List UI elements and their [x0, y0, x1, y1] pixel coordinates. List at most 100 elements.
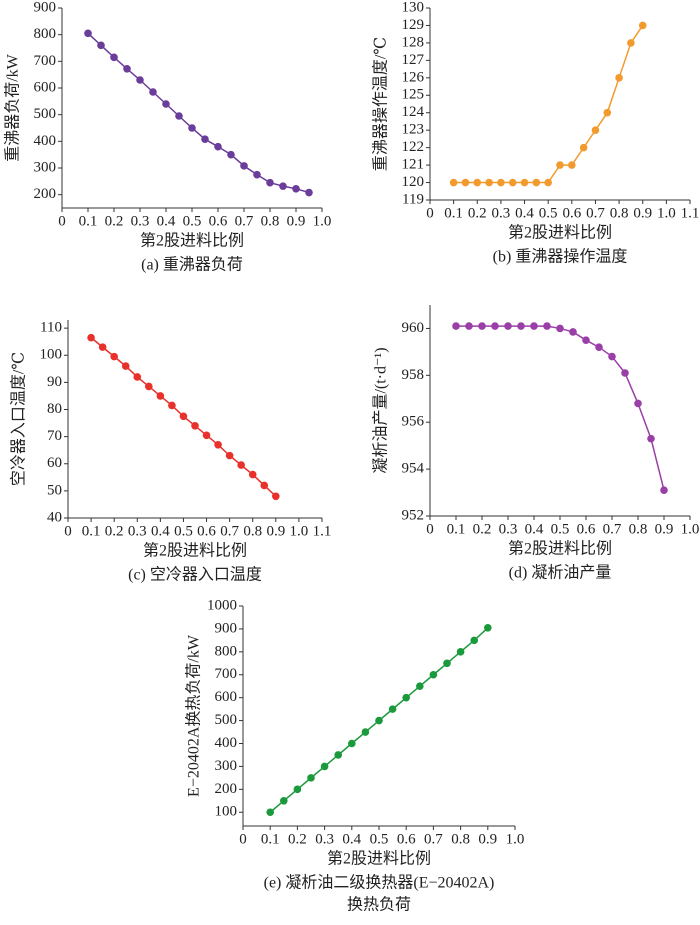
x-tick-label: 0.6: [197, 523, 216, 539]
x-tick-label: 0: [64, 523, 72, 539]
data-point: [452, 322, 460, 330]
x-tick-label: 0.7: [603, 521, 622, 537]
y-axis-label: E−20402A换热负荷/kW: [185, 634, 203, 797]
data-point: [591, 126, 600, 134]
y-tick-label: 110: [40, 320, 62, 336]
y-tick-label: 127: [402, 52, 425, 68]
data-point: [603, 108, 612, 117]
y-axis-label: 空冷器入口温度/℃: [10, 352, 28, 486]
data-point: [121, 362, 130, 370]
data-point: [123, 65, 131, 73]
x-tick-label: 0.1: [447, 521, 466, 537]
x-tick-label: 0: [58, 213, 66, 229]
y-tick-label: 124: [402, 104, 425, 120]
x-tick-label: 0.8: [261, 213, 280, 229]
x-tick-label: 0.9: [633, 205, 652, 221]
y-tick-label: 200: [215, 781, 238, 797]
caption: 换热负荷: [347, 896, 411, 914]
x-tick-label: 0.4: [157, 213, 176, 229]
data-point: [595, 343, 603, 352]
x-tick-label: 1.0: [313, 213, 332, 229]
x-tick-label: 0: [426, 205, 434, 221]
data-point: [98, 343, 107, 351]
x-axis-label: 第2股进料比例: [327, 850, 431, 868]
y-tick-label: 125: [402, 87, 425, 103]
data-point: [248, 470, 257, 479]
y-tick-label: 100: [40, 347, 63, 363]
data-point: [179, 412, 188, 421]
x-tick-label: 0.1: [82, 523, 101, 539]
x-tick-label: 0.2: [473, 521, 492, 537]
y-tick-label: 300: [215, 758, 238, 774]
x-tick-label: 0.1: [444, 205, 463, 221]
data-point: [508, 178, 517, 187]
x-tick-label: 0.2: [105, 213, 124, 229]
data-point: [375, 716, 383, 725]
x-tick-label: 0.4: [342, 831, 361, 847]
data-point: [136, 76, 144, 84]
data-point: [320, 762, 329, 771]
data-point: [543, 322, 551, 330]
data-point: [272, 492, 280, 501]
x-axis-label: 第2股进料比例: [508, 224, 612, 242]
data-point: [188, 124, 196, 132]
y-tick-label: 200: [34, 186, 57, 202]
y-tick-label: 121: [402, 157, 425, 173]
y-axis-label: 凝析油产量/(t·d⁻¹): [372, 347, 390, 473]
data-point: [470, 636, 479, 645]
data-point: [449, 178, 458, 187]
data-point: [443, 659, 451, 668]
data-point: [627, 39, 635, 47]
x-tick-label: 0.3: [128, 523, 147, 539]
x-tick-label: 0.7: [220, 523, 239, 539]
y-tick-label: 800: [215, 643, 238, 659]
x-tick-label: 0.8: [451, 831, 470, 847]
y-tick-label: 119: [402, 191, 424, 207]
x-tick-label: 0.6: [397, 831, 416, 847]
y-tick-label: 122: [402, 139, 425, 155]
data-point: [201, 135, 209, 143]
y-tick-label: 120: [402, 174, 425, 190]
x-tick-label: 0.2: [105, 523, 124, 539]
y-tick-label: 954: [402, 461, 425, 477]
x-tick-label: 1.1: [681, 205, 700, 221]
y-tick-label: 400: [215, 735, 238, 751]
x-tick-label: 0.9: [266, 523, 285, 539]
series-line: [456, 325, 665, 491]
x-tick-label: 0.6: [562, 205, 581, 221]
y-tick-label: 400: [34, 133, 57, 149]
series-line: [453, 25, 644, 184]
data-point: [473, 178, 482, 187]
data-point: [504, 322, 512, 330]
y-tick-label: 700: [34, 53, 57, 69]
x-axis-label: 第2股进料比例: [140, 232, 244, 250]
data-point: [556, 161, 564, 169]
y-tick-label: 80: [47, 401, 62, 417]
data-point: [87, 333, 95, 342]
data-point: [280, 796, 288, 805]
y-tick-label: 60: [47, 455, 62, 471]
data-point: [97, 41, 105, 50]
data-point: [133, 373, 142, 381]
data-point: [225, 451, 234, 460]
data-point: [334, 751, 343, 759]
data-point: [634, 399, 642, 408]
y-tick-label: 128: [402, 34, 425, 50]
data-point: [388, 705, 397, 713]
y-tick-label: 50: [47, 482, 62, 498]
data-point: [279, 182, 287, 190]
x-tick-label: 0.1: [79, 213, 98, 229]
data-point: [608, 352, 616, 361]
y-tick-label: 500: [215, 712, 238, 728]
data-point: [530, 322, 538, 330]
chart: 952 954 956 958 960 0 0.1 0.2 0.3 0.4 0.5 0.6 0.7 0.8…: [372, 305, 699, 582]
data-point: [568, 161, 576, 169]
y-tick-label: 960: [402, 320, 425, 336]
y-tick-label: 952: [402, 507, 425, 523]
y-tick-label: 600: [215, 689, 238, 705]
data-point: [214, 142, 222, 151]
data-point: [227, 150, 235, 159]
y-tick-label: 100: [215, 804, 238, 820]
y-tick-label: 130: [402, 0, 425, 15]
